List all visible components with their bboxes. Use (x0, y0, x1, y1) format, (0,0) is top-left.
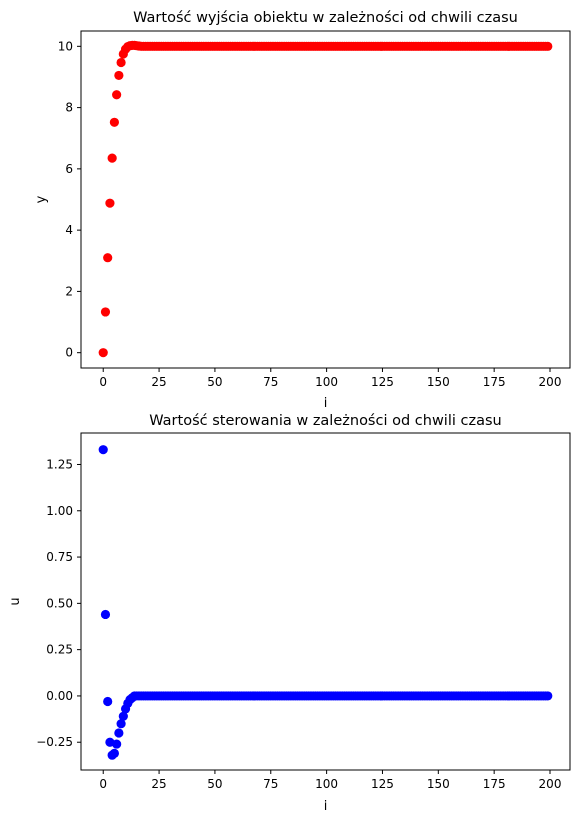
x-tick-label: 0 (99, 375, 107, 389)
y-tick-label: 0.00 (46, 689, 73, 703)
x-tick-label: 150 (427, 777, 450, 791)
y-axis-label: u (8, 597, 23, 605)
x-tick-label: 50 (207, 375, 222, 389)
x-tick-label: 150 (427, 375, 450, 389)
y-tick-label: 2 (65, 284, 73, 298)
y-tick-label: 6 (65, 162, 73, 176)
data-point (98, 445, 108, 455)
x-tick-label: 200 (539, 375, 562, 389)
y-tick-label: 1.00 (46, 504, 73, 518)
y-tick-label: 8 (65, 101, 73, 115)
data-point (114, 728, 124, 738)
data-point (100, 609, 111, 620)
y-tick-label: 10 (58, 39, 73, 53)
data-point (543, 691, 553, 701)
x-tick-label: 50 (207, 777, 222, 791)
x-tick-label: 75 (263, 375, 278, 389)
y-tick-label: −0.25 (36, 735, 73, 749)
y-tick-label: 1.25 (46, 457, 73, 471)
x-tick-label: 100 (315, 777, 338, 791)
ticks: 0 25 50 75 100 125 150 175 200 −0.25 0.00 0.25 0.50 0… (36, 457, 561, 791)
data-point (109, 748, 119, 758)
data-points (98, 445, 553, 760)
data-points (98, 40, 553, 358)
ticks: 0 25 50 75 100 125 150 175 200 0 2 4 6 8 10 (58, 39, 562, 389)
y-tick-label: 0.75 (46, 550, 73, 564)
x-tick-label: 100 (315, 375, 338, 389)
x-axis-label: i (324, 799, 328, 814)
data-point (543, 41, 553, 51)
data-point (114, 70, 124, 81)
x-tick-label: 125 (371, 777, 394, 791)
data-point (98, 348, 108, 358)
axes-frame (80, 30, 571, 369)
plot-output-y: Wartość wyjścia obiektu w zależności od … (34, 10, 571, 411)
data-point (116, 57, 126, 68)
y-axis-label: y (34, 195, 49, 203)
plot-title: Wartość sterowania w zależności od chwil… (149, 413, 501, 429)
data-point (112, 90, 122, 100)
data-point (100, 307, 111, 317)
x-tick-label: 25 (151, 375, 166, 389)
x-tick-label: 75 (263, 777, 278, 791)
data-point (109, 117, 119, 127)
x-tick-label: 125 (371, 375, 394, 389)
axes-frame (80, 432, 571, 771)
x-tick-label: 175 (483, 375, 506, 389)
plot-control-u: Wartość sterowania w zależności od chwil… (8, 413, 571, 814)
y-tick-label: 0.25 (46, 643, 73, 657)
data-point (103, 253, 113, 263)
y-tick-label: 0 (65, 346, 73, 360)
x-tick-label: 25 (151, 777, 166, 791)
y-tick-label: 4 (65, 223, 73, 237)
data-point (103, 696, 113, 707)
x-tick-label: 200 (539, 777, 562, 791)
data-point (112, 739, 122, 749)
x-tick-label: 0 (99, 777, 107, 791)
data-point (118, 711, 128, 721)
x-tick-label: 175 (483, 777, 506, 791)
data-point (107, 153, 117, 163)
data-point (105, 198, 115, 208)
data-point (116, 719, 126, 729)
y-tick-label: 0.50 (46, 596, 73, 610)
x-axis-label: i (324, 396, 328, 411)
plot-title: Wartość wyjścia obiektu w zależności od … (133, 10, 518, 26)
